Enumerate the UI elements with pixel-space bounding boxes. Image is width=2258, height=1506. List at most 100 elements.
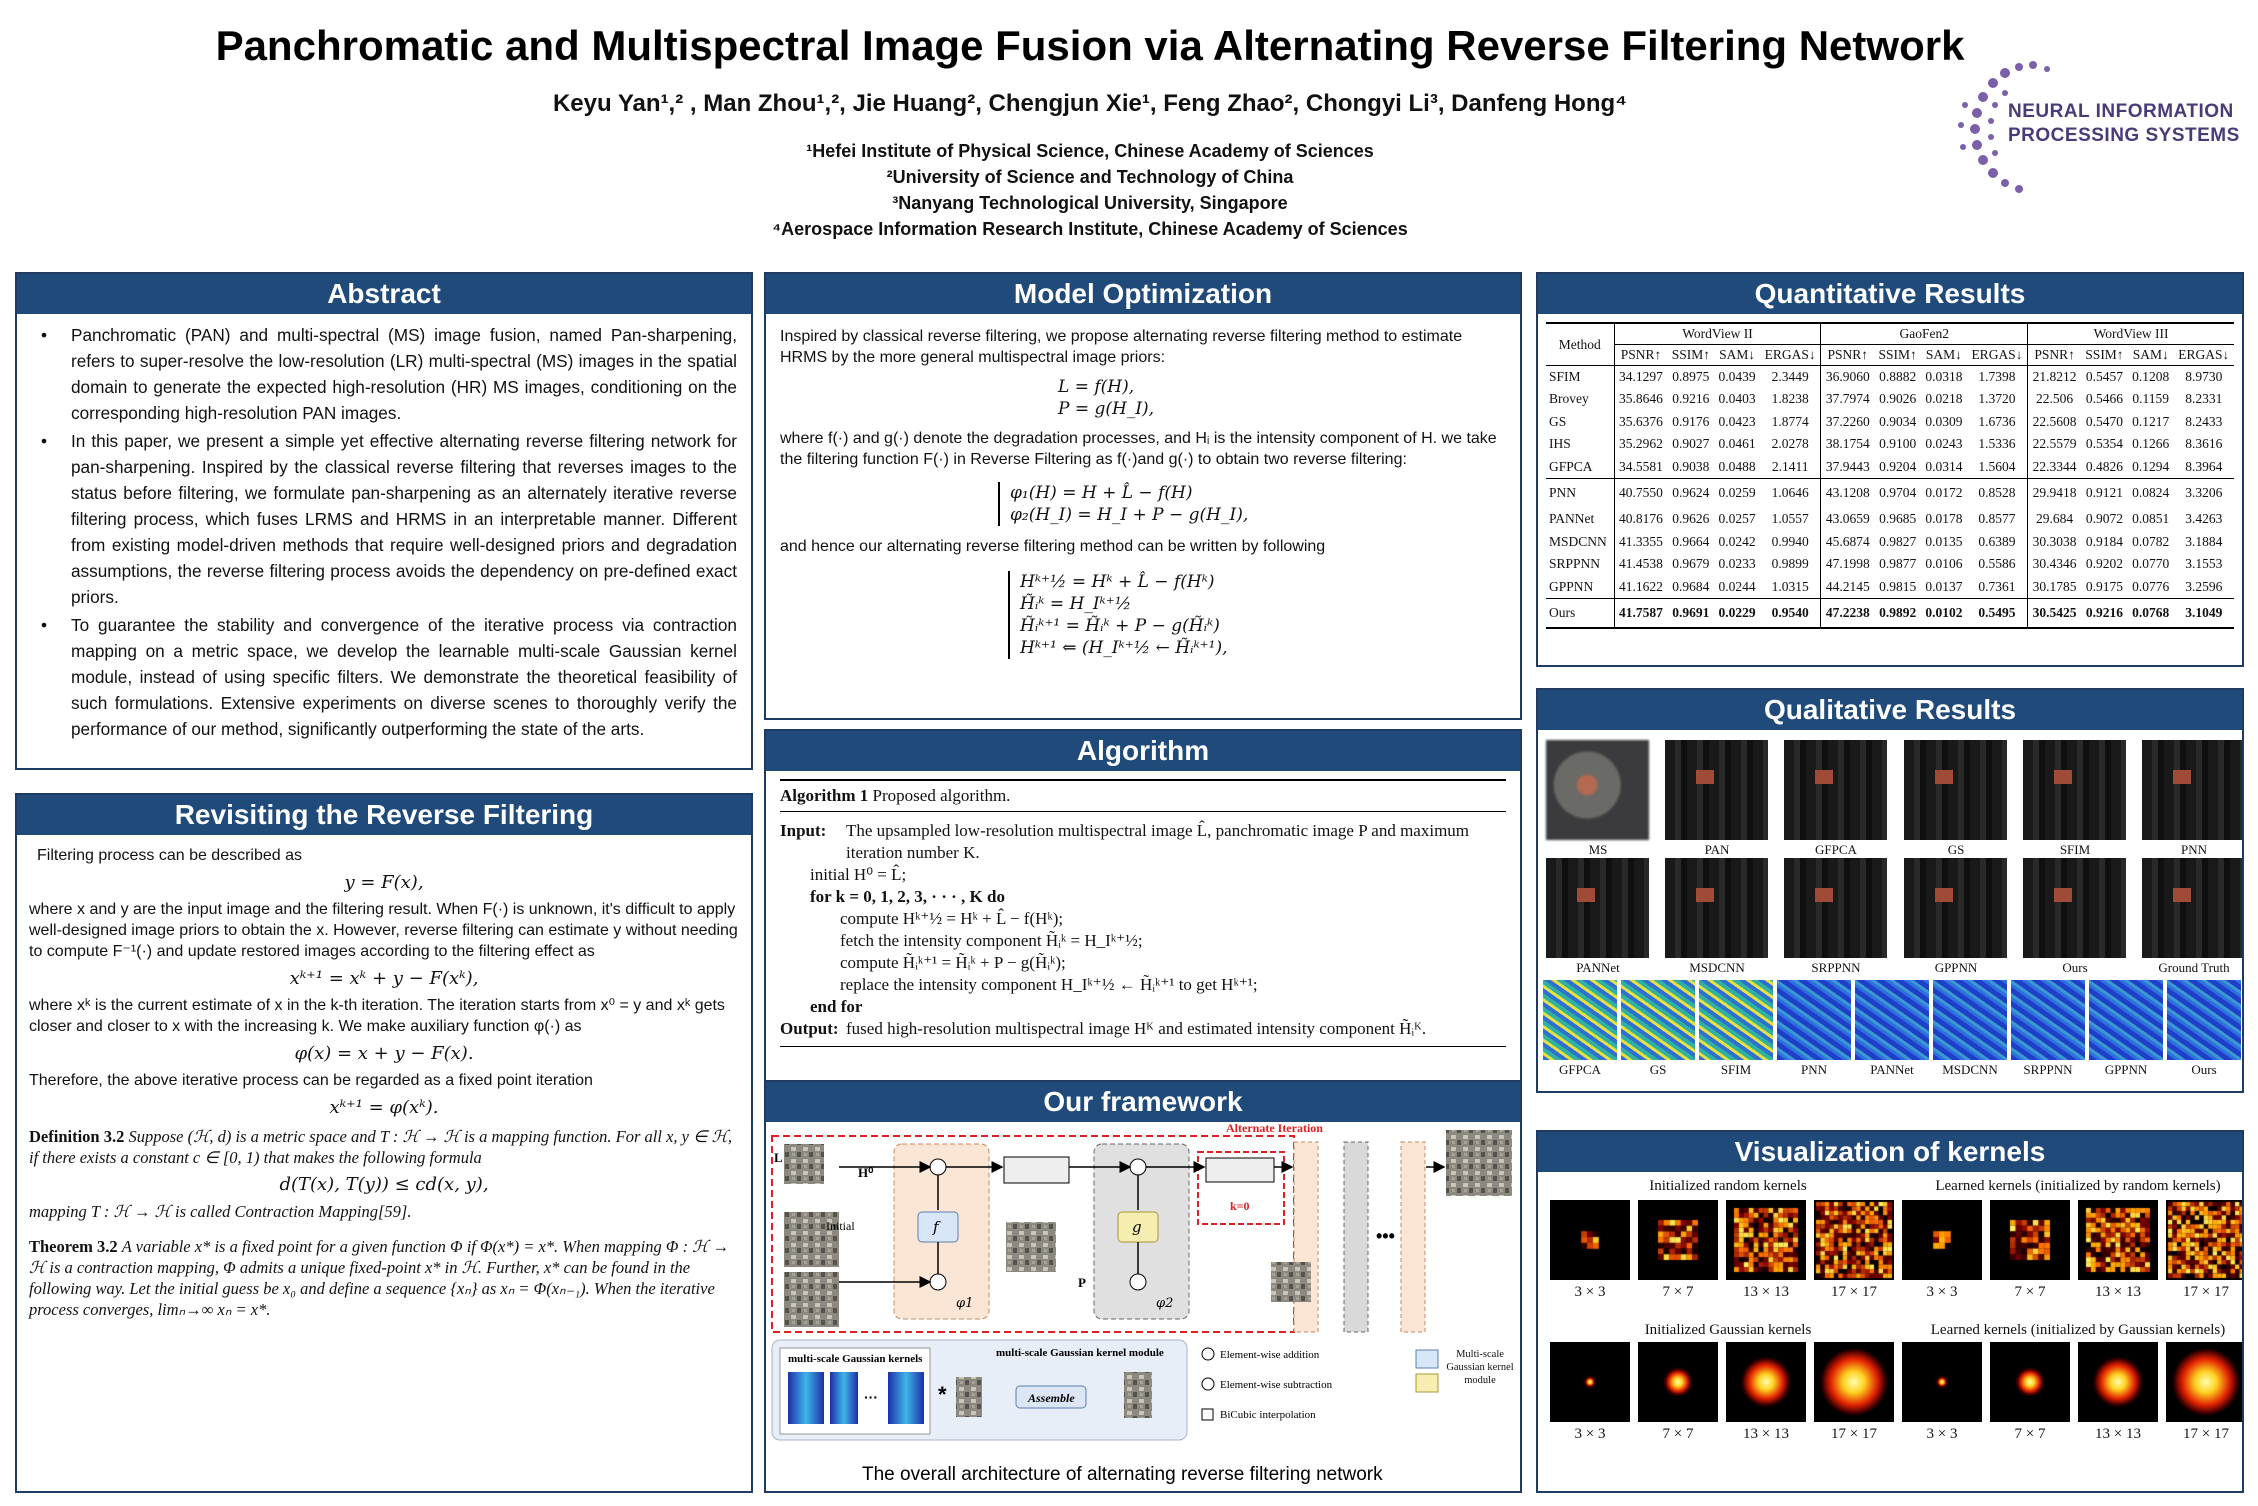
value-cell: 0.9027 [1672, 436, 1710, 452]
algorithm-line-6: replace the intensity component H_Iᵏ⁺½ ←… [840, 975, 1258, 994]
value-cell: 0.9624 [1667, 477, 1715, 508]
error-map-image [1933, 980, 2007, 1060]
kernels-heading: Visualization of kernels [1538, 1132, 2242, 1172]
value-cell: 0.8975 [1672, 369, 1710, 384]
value-cell: 0.9034 [1879, 413, 1917, 429]
lr-input-image [784, 1144, 824, 1184]
colorbar [2243, 980, 2244, 1060]
value-cell: 0.9100 [1879, 436, 1917, 452]
value-cell: 35.2962 [1613, 433, 1668, 456]
value-cell: 37.2260 [1820, 410, 1875, 433]
value-cell: 0.0233 [1718, 556, 1756, 572]
value-cell: 0.9540 [1759, 597, 1821, 629]
value-cell: 21.8212 [2027, 365, 2081, 388]
kernel-image [2078, 1200, 2158, 1280]
value-cell: 0.0461 [1718, 436, 1756, 452]
error-map-image [1543, 980, 1617, 1060]
value-cell: 1.3720 [1978, 391, 2016, 407]
g-operator-label: g [1132, 1218, 1142, 1236]
result-image [1665, 858, 1768, 958]
quant-table: Method WordView II GaoFen2 WordView III … [1546, 322, 2234, 629]
revisiting-eq1: y = F(x), [344, 872, 424, 893]
kernel-image [2166, 1342, 2242, 1422]
value-cell: 0.0106 [1925, 556, 1963, 572]
revisiting-p3: where xᵏ is the current estimate of x in… [29, 997, 725, 1035]
model-opt-eq2b: φ₂(H_I) = H_I + P − g(H_I), [1010, 505, 1249, 525]
value-cell: 41.7587 [1613, 597, 1668, 629]
value-cell: 0.0318 [1925, 369, 1963, 384]
value-cell: 0.5457 [2085, 369, 2123, 384]
kernel-image [1814, 1342, 1894, 1422]
add-node-2 [1129, 1158, 1147, 1176]
method-cell: SFIM [1549, 369, 1581, 384]
abstract-heading: Abstract [17, 274, 751, 314]
thumbnail-label: PNN [1800, 1062, 1827, 1077]
kernel-size-label: 3 × 3 [1574, 1426, 1606, 1442]
kernel-image [2166, 1200, 2242, 1280]
abstract-bullet-2: In this paper, we present a simple yet e… [31, 428, 737, 610]
error-map-image [2167, 980, 2241, 1060]
repeat-phi1 [1293, 1141, 1319, 1333]
value-cell: 0.5495 [1966, 597, 2028, 629]
value-cell: 0.0851 [2132, 511, 2170, 527]
assemble-box [1015, 1385, 1087, 1409]
model-opt-heading: Model Optimization [766, 274, 1520, 314]
kernel-caption-random: Initialized random kernels [1649, 1178, 1807, 1194]
value-cell: 0.0259 [1714, 477, 1760, 508]
thumbnail-label: SFIM [1720, 1062, 1752, 1077]
model-opt-p1: Inspired by classical reverse filtering,… [780, 328, 1463, 366]
value-cell: 30.1785 [2027, 575, 2081, 598]
method-cell: GFPCA [1549, 458, 1593, 474]
thumbnail-label: Ground Truth [2158, 960, 2230, 975]
module-output-image [1124, 1372, 1152, 1418]
value-cell: 29.684 [2027, 508, 2081, 531]
value-cell: 0.6389 [1978, 533, 2016, 549]
alternate-iteration-label: Alternate Iteration [1226, 1122, 1323, 1135]
table-row: PNN 40.7550 0.9624 0.0259 1.0646 43.1208 0.970… [1546, 477, 2234, 508]
value-cell: 0.0488 [1718, 458, 1756, 474]
metric-header: PSNR↑ [1613, 344, 1668, 366]
value-cell: 0.9202 [2085, 556, 2123, 572]
legend-f-box [1415, 1349, 1439, 1369]
definition-eq: d(T(x), T(y)) ≤ cd(x, y), [279, 1174, 489, 1195]
framework-diagram: Alternate Iteration L Initial H⁰ f φ1 g … [771, 1122, 1514, 1485]
sub-node-1 [929, 1273, 947, 1291]
result-image [1904, 740, 2007, 840]
metric-header: SSIM↑ [1667, 344, 1715, 366]
kernel-size-label: 7 × 7 [1662, 1284, 1694, 1300]
value-cell: 0.0824 [2127, 477, 2174, 508]
logo-line-2: PROCESSING SYSTEMS [2008, 125, 2240, 146]
pan-image [784, 1272, 839, 1327]
kernel-caption-learned-gaussian: Learned kernels (initialized by Gaussian… [1930, 1322, 2226, 1338]
value-cell: 0.0782 [2132, 533, 2170, 549]
method-cell: MSDCNN [1549, 533, 1607, 549]
value-cell: 30.5425 [2027, 597, 2081, 629]
kernel-image [1726, 1200, 1806, 1280]
value-cell: 1.8774 [1771, 413, 1809, 429]
legend-add-label: Element-wise addition [1220, 1349, 1320, 1361]
thumbnail-label: MSDCNN [1689, 960, 1745, 975]
theorem-text: A variable x* is a fixed point for a giv… [29, 1237, 730, 1319]
value-cell: 0.0102 [1921, 597, 1967, 629]
thumbnail-label: GPPNN [2104, 1062, 2148, 1077]
value-cell: 0.0218 [1925, 391, 1963, 407]
legend-sub-icon [1201, 1377, 1215, 1391]
kernel-image [2078, 1342, 2158, 1422]
value-cell: 0.0768 [2127, 597, 2174, 629]
model-opt-eq3-2: H̃ᵢᵏ = H_Iᵏ⁺½ [1020, 594, 1132, 614]
value-cell: 1.5336 [1978, 436, 2016, 452]
error-map-image [1777, 980, 1851, 1060]
method-cell: GPPNN [1549, 578, 1594, 594]
kernel-size-label: 13 × 13 [2095, 1284, 2141, 1300]
logo-text: NEURAL INFORMATION PROCESSING SYSTEMS [2008, 100, 2240, 148]
affiliation-1: ¹Hefei Institute of Physical Science, Ch… [806, 141, 1374, 161]
table-row: IHS 35.2962 0.9027 0.0461 2.0278 38.1754 0.910… [1546, 433, 2234, 456]
metric-header: ERGAS↓ [1966, 344, 2028, 366]
value-cell: 0.0314 [1925, 458, 1963, 474]
k0-label: k=0 [1230, 1199, 1250, 1213]
revisiting-p1: Filtering process can be described as [37, 847, 303, 864]
qual-panel: Qualitative Results MS PAN GFPCA GS SFIM PNN P… [1536, 688, 2244, 1093]
poster-title: Panchromatic and Multispectral Image Fus… [215, 22, 1965, 69]
value-cell: 29.9418 [2027, 477, 2081, 508]
value-cell: 0.0309 [1925, 413, 1963, 429]
